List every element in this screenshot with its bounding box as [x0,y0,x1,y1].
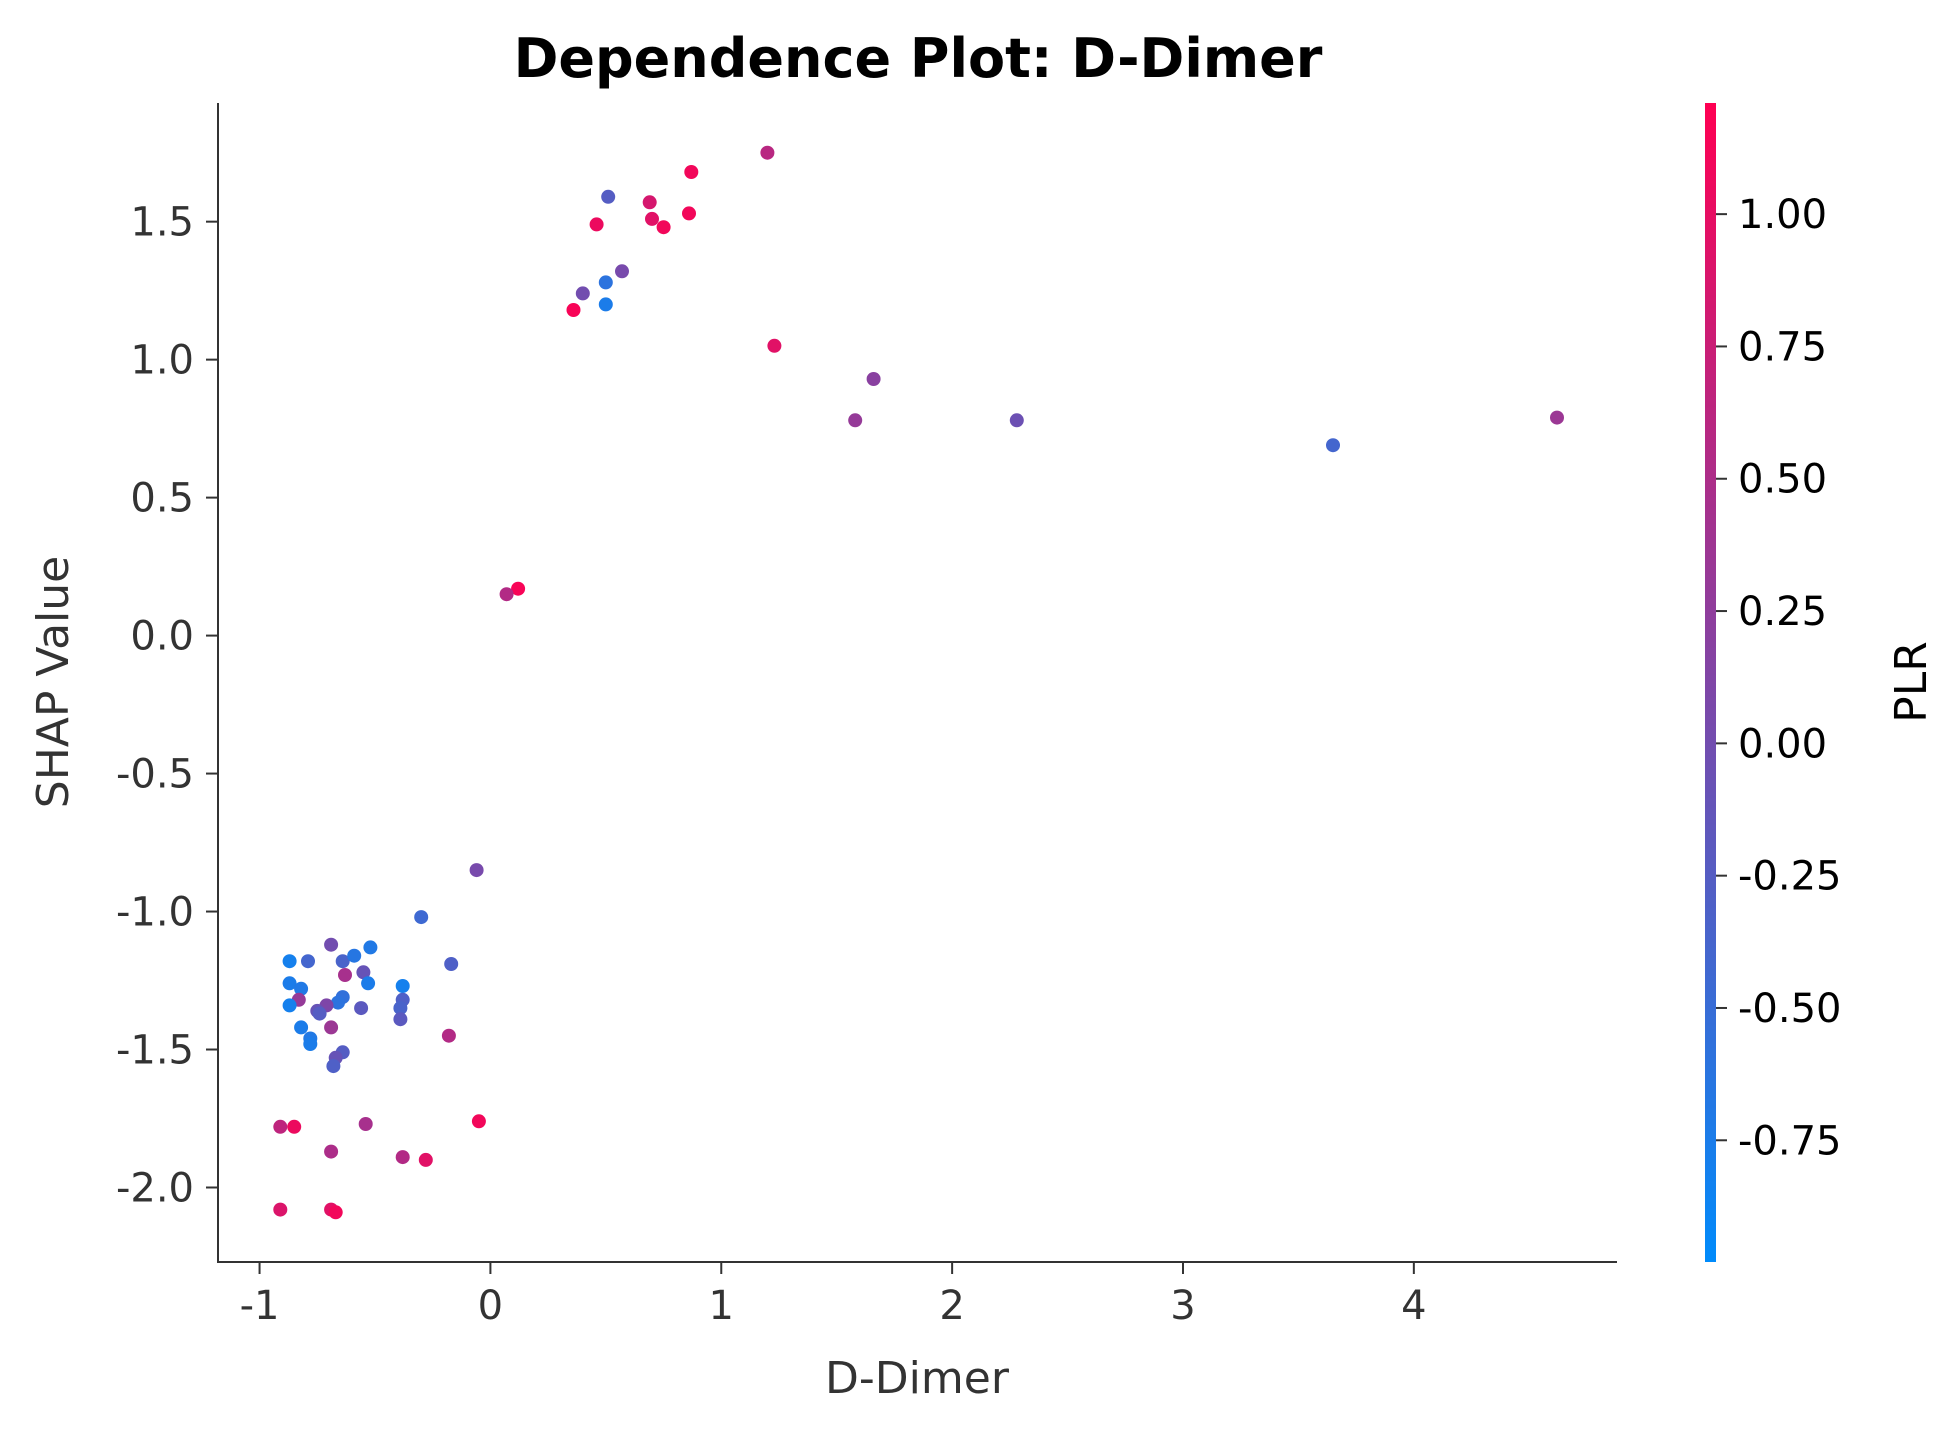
data-point [301,954,315,969]
data-point [598,275,613,290]
data-point [615,264,629,279]
data-point [331,995,345,1010]
data-point [363,940,378,955]
data-point [324,937,339,952]
data-point [393,1012,408,1027]
data-point [294,981,309,996]
x-tick-label: 1 [709,1283,734,1329]
data-point [471,1114,486,1129]
data-point [312,1006,327,1021]
data-point [324,1144,339,1159]
data-point [287,1119,302,1134]
colorbar-tick-label: -0.75 [1738,1118,1842,1164]
data-point [848,413,863,428]
data-point [328,1205,343,1220]
data-point [575,286,590,301]
y-tick-label: 1.5 [130,200,194,246]
data-point [294,1020,309,1035]
data-point [361,976,376,991]
x-tick-label: 0 [478,1283,503,1329]
data-point [1326,438,1340,453]
scatter-points [273,145,1564,1220]
y-tick-label: -0.5 [116,752,194,798]
y-tick-label: 0.0 [130,614,194,660]
data-point [282,976,297,991]
data-point [1009,413,1024,428]
x-tick-label: 2 [939,1283,964,1329]
data-point [358,1117,373,1131]
data-point [645,211,659,226]
data-point [347,948,362,963]
data-point [418,1152,433,1167]
data-point [642,195,657,210]
data-point [684,165,699,179]
data-point [469,863,484,878]
colorbar-tick-label: -0.50 [1738,986,1842,1032]
data-point [601,189,616,204]
data-point [338,968,352,982]
data-point [760,145,775,160]
chart-title: Dependence Plot: D-Dimer [514,27,1323,90]
data-point [273,1202,288,1217]
data-point [303,1037,318,1051]
colorbar-label: PLR [1886,641,1937,723]
y-tick-label: -1.5 [116,1028,194,1074]
data-point [598,297,613,312]
data-point [866,372,881,386]
y-axis-ticks: -2.0 -1.5 -1.0 -0.5 0.0 0.5 1.0 1.5 [116,200,218,1211]
colorbar-tick-label: 0.00 [1738,721,1827,767]
data-point [499,587,514,602]
data-point [354,1001,369,1016]
data-point [441,1028,456,1043]
colorbar-ticks: -0.75 -0.50 -0.25 0.00 0.25 0.50 0.75 1.00 [1716,192,1842,1164]
data-point [393,1001,408,1016]
colorbar-tick-label: 1.00 [1738,192,1827,238]
x-axis-label: D-Dimer [825,1353,1010,1404]
colorbar [1705,103,1716,1262]
data-point [324,1020,339,1035]
data-point [326,1059,341,1074]
data-point [682,206,696,221]
data-point [273,1119,288,1134]
x-axis-ticks: -1 0 1 2 3 4 [240,1262,1427,1329]
data-point [395,979,410,993]
colorbar-tick-label: 0.75 [1738,324,1827,370]
data-point [356,965,371,980]
y-axis-label: SHAP Value [28,556,79,808]
data-point [566,303,581,317]
data-point [767,338,782,353]
y-tick-label: 0.5 [130,476,194,522]
data-point [282,954,297,969]
data-point [589,217,604,232]
data-point [282,998,297,1013]
data-point [395,1150,410,1165]
data-point [1550,410,1564,425]
y-tick-label: -1.0 [116,890,194,936]
x-tick-label: -1 [240,1283,280,1329]
data-point [444,957,459,971]
y-tick-label: -2.0 [116,1165,194,1211]
data-point [414,910,429,925]
data-point [511,581,526,596]
x-tick-label: 3 [1170,1283,1195,1329]
data-point [335,954,350,969]
data-point [656,220,671,235]
colorbar-tick-label: 0.25 [1738,589,1827,635]
x-tick-label: 4 [1401,1283,1426,1329]
colorbar-tick-label: 0.50 [1738,457,1827,503]
y-tick-label: 1.0 [130,338,194,384]
colorbar-tick-label: -0.25 [1738,854,1842,900]
